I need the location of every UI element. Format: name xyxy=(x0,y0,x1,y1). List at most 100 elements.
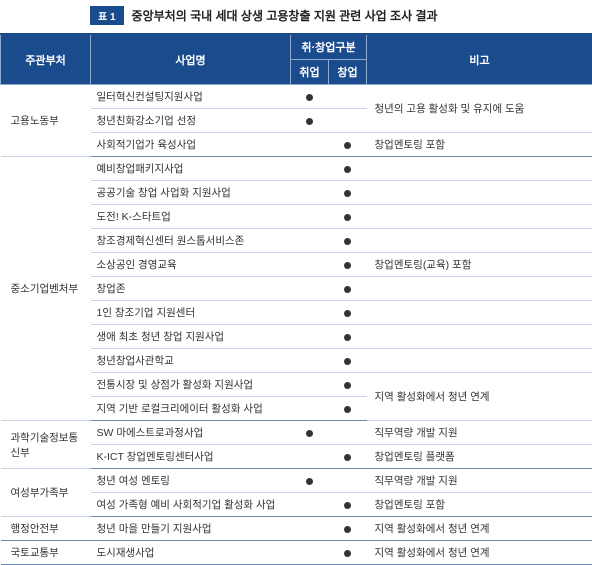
header-dept: 주관부처 xyxy=(1,34,91,85)
startup-mark xyxy=(329,541,367,565)
startup-mark xyxy=(329,253,367,277)
program-name-cell: 도전! K-스타트업 xyxy=(91,205,291,229)
employment-mark xyxy=(291,277,329,301)
note-cell xyxy=(367,349,592,373)
program-name-cell: 소상공인 경영교육 xyxy=(91,253,291,277)
startup-mark xyxy=(329,157,367,181)
program-name-cell: 생애 최초 청년 창업 지원사업 xyxy=(91,325,291,349)
note-cell xyxy=(367,301,592,325)
table-header: 주관부처 사업명 취·창업구분 비고 취업 창업 xyxy=(1,34,592,85)
program-name-cell: 청년 마을 만들기 지원사업 xyxy=(91,517,291,541)
employment-mark xyxy=(291,325,329,349)
dept-cell: 중소기업벤처부 xyxy=(1,157,91,421)
header-start: 창업 xyxy=(329,60,367,85)
program-name-cell: 청년창업사관학교 xyxy=(91,349,291,373)
employment-mark xyxy=(291,157,329,181)
employment-mark xyxy=(291,229,329,253)
employment-mark xyxy=(291,373,329,397)
header-note: 비고 xyxy=(367,34,592,85)
table-row: 과학기술정보통신부SW 마에스트로과정사업직무역량 개발 지원 xyxy=(1,421,592,445)
startup-mark xyxy=(329,421,367,445)
program-name-cell: K-ICT 창업멘토링센터사업 xyxy=(91,445,291,469)
program-name-cell: 일터혁신컨설팅지원사업 xyxy=(91,85,291,109)
note-cell: 창업멘토링 플랫폼 xyxy=(367,445,592,469)
table-row: 국토교통부도시재생사업 지역 활성화에서 청년 연계 xyxy=(1,541,592,565)
program-name-cell: 전통시장 및 상점가 활성화 지원사업 xyxy=(91,373,291,397)
title-badge: 표 1 xyxy=(90,6,124,25)
startup-mark xyxy=(329,109,367,133)
startup-mark xyxy=(329,349,367,373)
table-body: 고용노동부일터혁신컨설팅지원사업청년의 고용 활성화 및 유지에 도움청년친화강… xyxy=(1,85,592,565)
startup-mark xyxy=(329,133,367,157)
program-name-cell: 청년 여성 멘토링 xyxy=(91,469,291,493)
dept-cell: 국토교통부 xyxy=(1,541,91,565)
employment-mark xyxy=(291,469,329,493)
employment-mark xyxy=(291,421,329,445)
program-name-cell: SW 마에스트로과정사업 xyxy=(91,421,291,445)
employment-mark xyxy=(291,517,329,541)
table-row: 여성부가족부청년 여성 멘토링직무역량 개발 지원 xyxy=(1,469,592,493)
note-cell xyxy=(367,229,592,253)
dept-cell: 고용노동부 xyxy=(1,85,91,157)
employment-mark xyxy=(291,205,329,229)
dept-cell: 여성부가족부 xyxy=(1,469,91,517)
startup-mark xyxy=(329,517,367,541)
table-row: 고용노동부일터혁신컨설팅지원사업청년의 고용 활성화 및 유지에 도움 xyxy=(1,85,592,109)
startup-mark xyxy=(329,325,367,349)
note-cell: 창업멘토링 포함 xyxy=(367,493,592,517)
header-category-group: 취·창업구분 xyxy=(291,34,367,60)
startup-mark xyxy=(329,85,367,109)
employment-mark xyxy=(291,397,329,421)
startup-mark xyxy=(329,229,367,253)
note-cell: 지역 활성화에서 청년 연계 xyxy=(367,541,592,565)
employment-mark xyxy=(291,493,329,517)
note-cell xyxy=(367,157,592,181)
startup-mark xyxy=(329,301,367,325)
note-cell xyxy=(367,277,592,301)
program-name-cell: 사회적기업가 육성사업 xyxy=(91,133,291,157)
program-name-cell: 1인 창조기업 지원센터 xyxy=(91,301,291,325)
employment-mark xyxy=(291,445,329,469)
table-row: 중소기업벤처부예비창업패키지사업 xyxy=(1,157,592,181)
program-name-cell: 도시재생사업 xyxy=(91,541,291,565)
dept-cell: 과학기술정보통신부 xyxy=(1,421,91,469)
note-cell: 지역 활성화에서 청년 연계 xyxy=(367,373,592,421)
table-row: 행정안전부청년 마을 만들기 지원사업 지역 활성화에서 청년 연계 xyxy=(1,517,592,541)
startup-mark xyxy=(329,373,367,397)
startup-mark xyxy=(329,469,367,493)
startup-mark xyxy=(329,277,367,301)
note-cell: 청년의 고용 활성화 및 유지에 도움 xyxy=(367,85,592,133)
dept-cell: 행정안전부 xyxy=(1,517,91,541)
startup-mark xyxy=(329,205,367,229)
startup-mark xyxy=(329,397,367,421)
note-cell xyxy=(367,205,592,229)
program-name-cell: 공공기술 창업 사업화 지원사업 xyxy=(91,181,291,205)
table-title-bar: 표 1 중앙부처의 국내 세대 상생 고용창출 지원 관련 사업 조사 결과 xyxy=(0,0,592,33)
employment-mark xyxy=(291,301,329,325)
startup-mark xyxy=(329,493,367,517)
note-cell xyxy=(367,181,592,205)
program-name-cell: 창조경제혁신센터 원스톱서비스존 xyxy=(91,229,291,253)
program-name-cell: 창업존 xyxy=(91,277,291,301)
programs-table: 주관부처 사업명 취·창업구분 비고 취업 창업 고용노동부일터혁신컨설팅지원사… xyxy=(0,33,592,565)
note-cell xyxy=(367,325,592,349)
employment-mark xyxy=(291,181,329,205)
employment-mark xyxy=(291,541,329,565)
note-cell: 직무역량 개발 지원 xyxy=(367,421,592,445)
note-cell: 창업멘토링 포함 xyxy=(367,133,592,157)
startup-mark xyxy=(329,445,367,469)
employment-mark xyxy=(291,85,329,109)
startup-mark xyxy=(329,181,367,205)
header-name: 사업명 xyxy=(91,34,291,85)
note-cell: 지역 활성화에서 청년 연계 xyxy=(367,517,592,541)
header-emp: 취업 xyxy=(291,60,329,85)
program-name-cell: 청년친화강소기업 선정 xyxy=(91,109,291,133)
employment-mark xyxy=(291,349,329,373)
program-name-cell: 여성 가족형 예비 사회적기업 활성화 사업 xyxy=(91,493,291,517)
note-cell: 창업멘토링(교육) 포함 xyxy=(367,253,592,277)
employment-mark xyxy=(291,133,329,157)
employment-mark xyxy=(291,109,329,133)
program-name-cell: 지역 기반 로컬크리에이터 활성화 사업 xyxy=(91,397,291,421)
employment-mark xyxy=(291,253,329,277)
title-text: 중앙부처의 국내 세대 상생 고용창출 지원 관련 사업 조사 결과 xyxy=(132,7,438,24)
